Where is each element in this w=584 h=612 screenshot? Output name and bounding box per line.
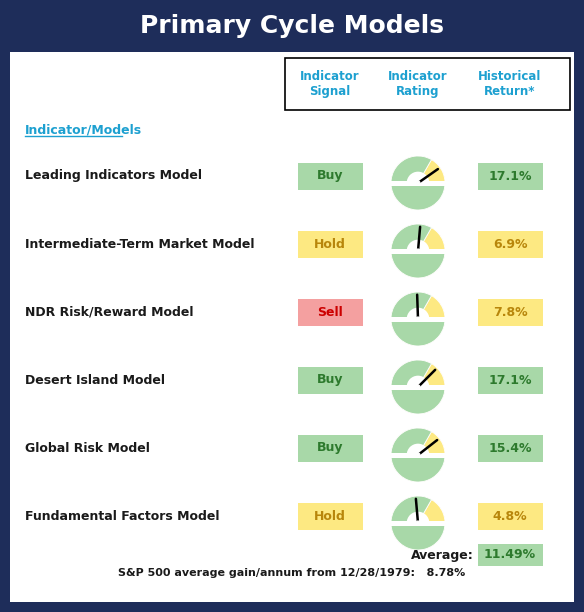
Circle shape xyxy=(416,181,420,185)
FancyBboxPatch shape xyxy=(391,181,445,186)
Text: Fundamental Factors Model: Fundamental Factors Model xyxy=(25,510,220,523)
Text: Hold: Hold xyxy=(314,237,346,250)
Wedge shape xyxy=(391,496,445,550)
Wedge shape xyxy=(391,292,445,346)
Wedge shape xyxy=(391,428,445,482)
Wedge shape xyxy=(391,499,445,550)
FancyBboxPatch shape xyxy=(297,502,363,529)
FancyBboxPatch shape xyxy=(478,231,543,258)
Text: S&P 500 average gain/annum from 12/28/1979:   8.78%: S&P 500 average gain/annum from 12/28/19… xyxy=(119,568,465,578)
Wedge shape xyxy=(391,224,445,278)
FancyBboxPatch shape xyxy=(391,453,445,458)
Text: 7.8%: 7.8% xyxy=(493,305,527,318)
FancyBboxPatch shape xyxy=(391,521,445,526)
Wedge shape xyxy=(391,156,445,210)
Wedge shape xyxy=(391,428,445,482)
Text: Leading Indicators Model: Leading Indicators Model xyxy=(25,170,202,182)
FancyBboxPatch shape xyxy=(391,317,445,322)
Text: 11.49%: 11.49% xyxy=(484,548,536,561)
Text: Desert Island Model: Desert Island Model xyxy=(25,373,165,387)
Circle shape xyxy=(416,385,420,389)
Text: Sell: Sell xyxy=(317,305,343,318)
FancyBboxPatch shape xyxy=(0,0,584,52)
FancyBboxPatch shape xyxy=(297,163,363,190)
Wedge shape xyxy=(391,228,445,278)
Text: Buy: Buy xyxy=(317,373,343,387)
Wedge shape xyxy=(391,292,445,346)
Wedge shape xyxy=(406,444,429,455)
Circle shape xyxy=(416,521,420,525)
Text: Indicator
Rating: Indicator Rating xyxy=(388,70,448,98)
Text: Indicator
Signal: Indicator Signal xyxy=(300,70,360,98)
Wedge shape xyxy=(406,308,429,319)
Text: Indicator/Models: Indicator/Models xyxy=(25,124,142,136)
Text: Historical
Return*: Historical Return* xyxy=(478,70,542,98)
Circle shape xyxy=(416,317,420,321)
Wedge shape xyxy=(406,376,429,387)
Text: NDR Risk/Reward Model: NDR Risk/Reward Model xyxy=(25,305,193,318)
Wedge shape xyxy=(391,431,445,482)
Text: Global Risk Model: Global Risk Model xyxy=(25,441,150,455)
Text: Buy: Buy xyxy=(317,441,343,455)
Wedge shape xyxy=(391,360,445,414)
Text: Intermediate-Term Market Model: Intermediate-Term Market Model xyxy=(25,237,255,250)
Wedge shape xyxy=(391,496,445,550)
Wedge shape xyxy=(391,156,445,210)
FancyBboxPatch shape xyxy=(285,58,570,110)
FancyBboxPatch shape xyxy=(391,249,445,254)
Circle shape xyxy=(416,249,420,253)
FancyBboxPatch shape xyxy=(391,385,445,390)
Text: Average:: Average: xyxy=(411,548,474,561)
FancyBboxPatch shape xyxy=(478,367,543,394)
FancyBboxPatch shape xyxy=(478,502,543,529)
Circle shape xyxy=(416,453,420,457)
FancyBboxPatch shape xyxy=(478,435,543,461)
FancyBboxPatch shape xyxy=(297,299,363,326)
Text: Hold: Hold xyxy=(314,510,346,523)
Text: 4.8%: 4.8% xyxy=(493,510,527,523)
Text: Buy: Buy xyxy=(317,170,343,182)
FancyBboxPatch shape xyxy=(297,435,363,461)
Text: 17.1%: 17.1% xyxy=(488,170,532,182)
Wedge shape xyxy=(406,240,429,251)
Wedge shape xyxy=(391,160,445,210)
Wedge shape xyxy=(391,224,445,278)
Wedge shape xyxy=(391,360,445,414)
Text: 6.9%: 6.9% xyxy=(493,237,527,250)
FancyBboxPatch shape xyxy=(478,163,543,190)
FancyBboxPatch shape xyxy=(297,367,363,394)
Wedge shape xyxy=(406,171,429,183)
Wedge shape xyxy=(391,364,445,414)
FancyBboxPatch shape xyxy=(297,231,363,258)
FancyBboxPatch shape xyxy=(10,52,574,602)
Wedge shape xyxy=(406,512,429,523)
Wedge shape xyxy=(391,296,445,346)
FancyBboxPatch shape xyxy=(478,544,543,566)
FancyBboxPatch shape xyxy=(478,299,543,326)
Text: 17.1%: 17.1% xyxy=(488,373,532,387)
Text: 15.4%: 15.4% xyxy=(488,441,532,455)
Text: Primary Cycle Models: Primary Cycle Models xyxy=(140,14,444,38)
